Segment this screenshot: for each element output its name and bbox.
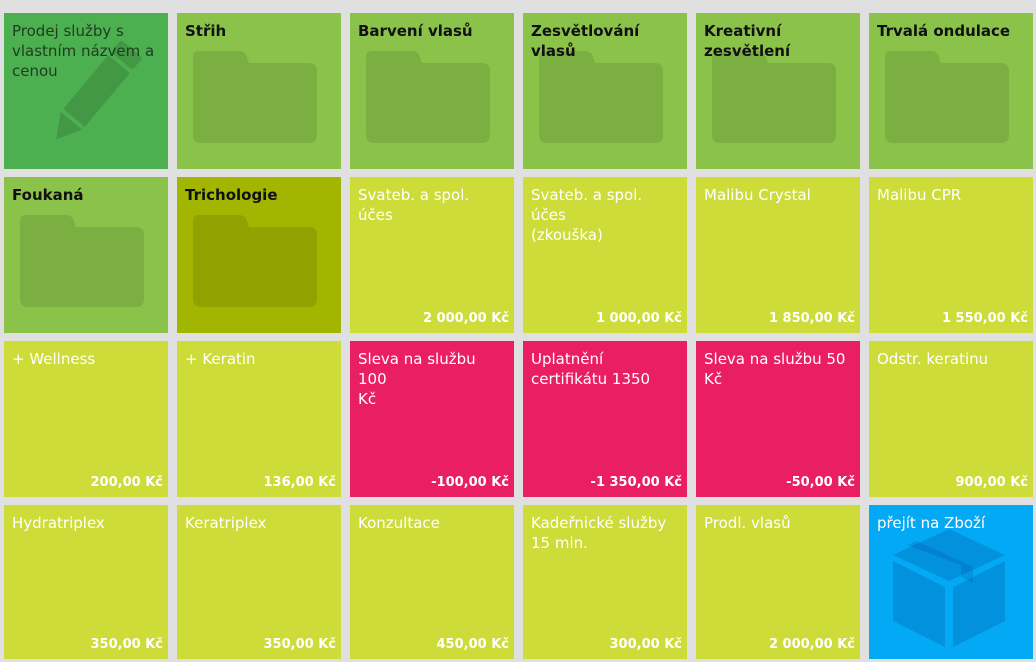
- tile-prodl-vlasu[interactable]: Prodl. vlasů 2 000,00 Kč: [696, 505, 860, 659]
- folder-icon: [539, 51, 663, 143]
- box-icon: [889, 525, 1009, 649]
- tile-label: Kreativní zesvětlení: [704, 22, 791, 60]
- tile-zesvetlovani-vlasu[interactable]: Zesvětlování vlasů: [523, 13, 687, 169]
- tile-price: 2 000,00 Kč: [422, 311, 509, 326]
- tile-label: Konzultace: [358, 514, 440, 532]
- tile-label: Trichologie: [185, 186, 278, 204]
- pencil-icon: [44, 35, 144, 153]
- tile-price: 1 850,00 Kč: [768, 311, 855, 326]
- tile-prodej-sluzby-s-vlastnim-nazvem-a-cenou[interactable]: Prodej služby s vlastním názvem a cenou: [4, 13, 168, 169]
- folder-icon: [366, 51, 490, 143]
- tile-price: 350,00 Kč: [90, 637, 163, 652]
- service-tile-grid: Prodej služby s vlastním názvem a cenou S…: [4, 13, 1033, 659]
- tile-label: přejít na Zboží: [877, 514, 986, 532]
- tile-svateb-a-spol-uces[interactable]: Svateb. a spol. účes 2 000,00 Kč: [350, 177, 514, 333]
- tile-price: 200,00 Kč: [90, 475, 163, 490]
- tile-kadernicke-sluzby-15-min[interactable]: Kadeřnické služby 15 min. 300,00 Kč: [523, 505, 687, 659]
- tile-barveni-vlasu[interactable]: Barvení vlasů: [350, 13, 514, 169]
- tile-malibu-cpr[interactable]: Malibu CPR 1 550,00 Kč: [869, 177, 1033, 333]
- tile-price: -1 350,00 Kč: [590, 475, 682, 490]
- tile-sleva-na-sluzbu-50-kc[interactable]: Sleva na službu 50 Kč -50,00 Kč: [696, 341, 860, 497]
- tile-label: Hydratriplex: [12, 514, 105, 532]
- tile-odstr-keratinu[interactable]: Odstr. keratinu 900,00 Kč: [869, 341, 1033, 497]
- tile-trvala-ondulace[interactable]: Trvalá ondulace: [869, 13, 1033, 169]
- tile-price: -50,00 Kč: [786, 475, 855, 490]
- tile-label: + Keratin: [185, 350, 256, 368]
- tile-label: Keratriplex: [185, 514, 267, 532]
- tile-label: Malibu CPR: [877, 186, 962, 204]
- tile-strih[interactable]: Střih: [177, 13, 341, 169]
- tile-keratriplex[interactable]: Keratriplex 350,00 Kč: [177, 505, 341, 659]
- tile-prejit-na-zbozi[interactable]: přejít na Zboží: [869, 505, 1033, 659]
- tile-label: Sleva na službu 50 Kč: [704, 350, 846, 388]
- tile-price: 900,00 Kč: [955, 475, 1028, 490]
- tile-foukana[interactable]: Foukaná: [4, 177, 168, 333]
- tile-label: Svateb. a spol. účes (zkouška): [531, 186, 643, 244]
- tile-label: + Wellness: [12, 350, 96, 368]
- tile-price: 300,00 Kč: [609, 637, 682, 652]
- tile-keratin[interactable]: + Keratin 136,00 Kč: [177, 341, 341, 497]
- tile-label: Prodej služby s vlastním názvem a cenou: [12, 22, 155, 80]
- tile-label: Uplatnění certifikátu 1350: [531, 350, 651, 388]
- tile-wellness[interactable]: + Wellness 200,00 Kč: [4, 341, 168, 497]
- folder-icon: [885, 51, 1009, 143]
- folder-icon: [193, 51, 317, 143]
- tile-kreativni-zesvetleni[interactable]: Kreativní zesvětlení: [696, 13, 860, 169]
- tile-label: Střih: [185, 22, 227, 40]
- tile-label: Foukaná: [12, 186, 84, 204]
- tile-hydratriplex[interactable]: Hydratriplex 350,00 Kč: [4, 505, 168, 659]
- tile-label: Svateb. a spol. účes: [358, 186, 470, 224]
- tile-price: 136,00 Kč: [263, 475, 336, 490]
- tile-label: Malibu Crystal: [704, 186, 811, 204]
- tile-price: -100,00 Kč: [431, 475, 509, 490]
- tile-label: Kadeřnické služby 15 min.: [531, 514, 667, 552]
- tile-sleva-na-sluzbu-100-kc[interactable]: Sleva na službu 100 Kč -100,00 Kč: [350, 341, 514, 497]
- tile-price: 350,00 Kč: [263, 637, 336, 652]
- tile-price: 2 000,00 Kč: [768, 637, 855, 652]
- tile-label: Zesvětlování vlasů: [531, 22, 640, 60]
- tile-malibu-crystal[interactable]: Malibu Crystal 1 850,00 Kč: [696, 177, 860, 333]
- tile-label: Prodl. vlasů: [704, 514, 791, 532]
- folder-icon: [712, 51, 836, 143]
- tile-trichologie[interactable]: Trichologie: [177, 177, 341, 333]
- folder-icon: [193, 215, 317, 307]
- tile-label: Odstr. keratinu: [877, 350, 989, 368]
- tile-price: 450,00 Kč: [436, 637, 509, 652]
- tile-svateb-a-spol-uces-zkouska[interactable]: Svateb. a spol. účes (zkouška) 1 000,00 K…: [523, 177, 687, 333]
- tile-uplatneni-certifikatu-1350[interactable]: Uplatnění certifikátu 1350 -1 350,00 Kč: [523, 341, 687, 497]
- tile-price: 1 550,00 Kč: [941, 311, 1028, 326]
- tile-label: Barvení vlasů: [358, 22, 473, 40]
- tile-label: Sleva na službu 100 Kč: [358, 350, 476, 408]
- tile-label: Trvalá ondulace: [877, 22, 1011, 40]
- tile-price: 1 000,00 Kč: [595, 311, 682, 326]
- folder-icon: [20, 215, 144, 307]
- tile-konzultace[interactable]: Konzultace 450,00 Kč: [350, 505, 514, 659]
